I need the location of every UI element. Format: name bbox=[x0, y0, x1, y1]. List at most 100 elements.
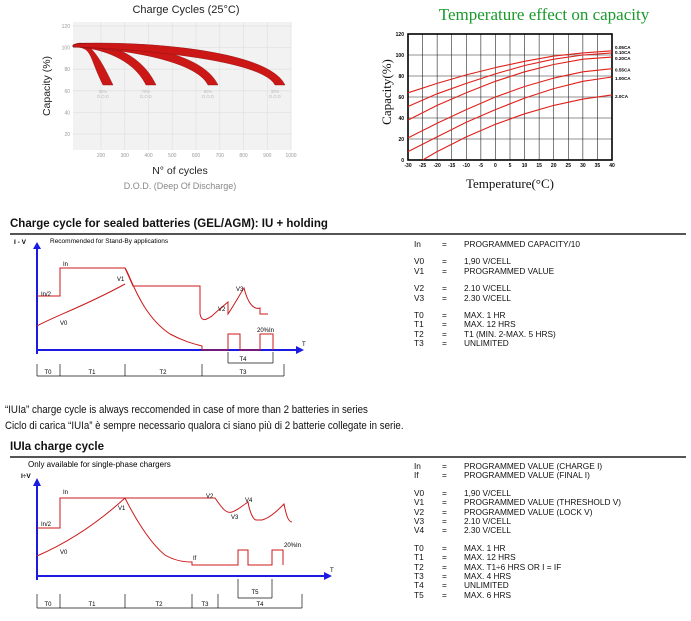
s1-period-t2: T2 bbox=[159, 370, 167, 376]
s2-current-curve bbox=[37, 497, 284, 566]
definition-key: T1 bbox=[414, 552, 424, 563]
definition-value: PROGRAMMED CAPACITY/10 bbox=[464, 239, 581, 249]
cc-ytick-label: 20 bbox=[64, 132, 70, 138]
section1-title: Charge cycle for sealed batteries (GEL/A… bbox=[10, 218, 686, 235]
definition-equals: = bbox=[442, 338, 447, 349]
definition-row: V3 = 2.10 V/CELL bbox=[414, 516, 621, 526]
definition-value: MAX. 4 HRS bbox=[464, 571, 512, 582]
note-italian: Ciclo di carica “IUIa” è sempre necessar… bbox=[5, 420, 404, 432]
definition-row: V2 = 2.10 V/CELL bbox=[414, 283, 580, 294]
definition-row: T3 = MAX. 4 HRS bbox=[414, 571, 621, 582]
definition-row: T2 = MAX. T1÷6 HRS OR I = IF bbox=[414, 561, 621, 572]
s1-period-t3: T3 bbox=[239, 370, 247, 376]
s1-label-v2: V2 bbox=[218, 307, 226, 313]
cc-ytick-label: 60 bbox=[64, 89, 70, 95]
definition-key: T2 bbox=[414, 328, 424, 339]
tc-ytick-label: 120 bbox=[396, 32, 405, 38]
definition-value: PROGRAMMED VALUE (FINAL I) bbox=[464, 470, 590, 481]
s1-subtitle: Recommended for Stand-By applications bbox=[50, 238, 169, 245]
tc-ytick-label: 100 bbox=[396, 53, 405, 59]
definition-value: 1,90 V/CELL bbox=[464, 256, 512, 267]
s2-label-v2: V2 bbox=[206, 494, 214, 500]
cc-ytick-label: 40 bbox=[64, 110, 70, 116]
definition-key: T1 bbox=[414, 319, 424, 330]
tc-xtick-label: -15 bbox=[448, 163, 455, 169]
tc-xtick-label: 15 bbox=[536, 163, 542, 169]
definition-equals: = bbox=[442, 589, 447, 600]
temperature-chart: Temperature effect on capacity Capacity(… bbox=[379, 5, 650, 191]
definition-row: V1 = PROGRAMMED VALUE bbox=[414, 265, 580, 276]
tc-xtick-label: -5 bbox=[479, 163, 484, 169]
definition-value: PROGRAMMED VALUE bbox=[464, 265, 555, 276]
definition-equals: = bbox=[442, 292, 447, 303]
definition-key: T2 bbox=[414, 561, 424, 572]
charge-cycles-plot-bg bbox=[73, 22, 291, 150]
s1-period-t4: T4 bbox=[239, 357, 247, 363]
definition-row: V0 = 1,90 V/CELL bbox=[414, 256, 580, 267]
definition-row: V4 = 2.30 V/CELL bbox=[414, 525, 621, 536]
definition-value: MAX. 6 HRS bbox=[464, 589, 512, 600]
s2-label-v3: V3 bbox=[231, 515, 239, 521]
cc-band-dod: D.O.D bbox=[202, 94, 214, 99]
definition-equals: = bbox=[442, 256, 447, 267]
definition-equals: = bbox=[442, 310, 447, 321]
s1-voltage-curve bbox=[36, 283, 126, 327]
cc-xtick-label: 300 bbox=[121, 153, 130, 159]
definition-equals: = bbox=[442, 571, 447, 582]
tc-ytick-label: 20 bbox=[398, 137, 404, 143]
definition-value: T1 (MIN. 2-MAX. 5 HRS) bbox=[464, 328, 556, 339]
definition-equals: = bbox=[442, 328, 447, 339]
tc-xtick-label: -20 bbox=[434, 163, 441, 169]
s2-label-v4: V4 bbox=[245, 498, 253, 504]
section2-definitions: In = PROGRAMMED VALUE (CHARGE I) If = PROGRAM… bbox=[414, 461, 621, 600]
tc-xtick-label: -25 bbox=[419, 163, 426, 169]
tc-xtick-label: 30 bbox=[580, 163, 586, 169]
definition-value: 1,90 V/CELL bbox=[464, 487, 512, 498]
cc-band-dod: D.O.D bbox=[269, 94, 281, 99]
definition-value: MAX. T1÷6 HRS OR I = IF bbox=[464, 561, 562, 572]
s2-label-if: If bbox=[193, 556, 197, 562]
charge-cycles-title: Charge Cycles (25°C) bbox=[132, 4, 239, 16]
cc-band-4 bbox=[72, 42, 286, 86]
cc-ytick-label: 80 bbox=[64, 67, 70, 73]
tc-series-label: 2.0CA bbox=[615, 94, 629, 99]
section1-definitions: In = PROGRAMMED CAPACITY/10 V0 = 1,90 V/CELL V… bbox=[414, 239, 581, 349]
definition-key: T3 bbox=[414, 571, 424, 582]
definition-row: V2 = PROGRAMMED VALUE (LOCK V) bbox=[414, 507, 621, 517]
s1-label-v0: V0 bbox=[60, 321, 68, 327]
s1-label-v1: V1 bbox=[117, 277, 125, 283]
s2-y-arrow bbox=[33, 478, 41, 486]
definition-value: MAX. 1 HR bbox=[464, 542, 506, 553]
definition-equals: = bbox=[442, 283, 447, 294]
cc-xtick-label: 500 bbox=[168, 153, 177, 159]
s2-axis-y: I÷V bbox=[21, 473, 31, 480]
definition-equals: = bbox=[442, 542, 447, 553]
cc-xtick-label: 700 bbox=[216, 153, 225, 159]
section2-title: IUIa charge cycle bbox=[10, 441, 686, 458]
s2-label-pct: 20%In bbox=[284, 543, 301, 549]
tc-xtick-label: -10 bbox=[463, 163, 470, 169]
temperature-chart-title: Temperature effect on capacity bbox=[439, 5, 650, 24]
charge-cycles-xlabel: N° of cycles bbox=[152, 165, 208, 177]
cc-xtick-label: 600 bbox=[192, 153, 201, 159]
definition-key: T0 bbox=[414, 310, 424, 321]
s2-label-t: T bbox=[330, 568, 334, 574]
s2-subtitle: Only available for single-phase chargers bbox=[28, 460, 171, 469]
tc-xtick-label: 20 bbox=[551, 163, 557, 169]
definition-key: In bbox=[414, 239, 421, 249]
s2-label-in2: In/2 bbox=[41, 522, 52, 528]
cc-band-pct: 75% bbox=[142, 89, 151, 94]
definition-value: 2.30 V/CELL bbox=[464, 525, 512, 536]
definition-equals: = bbox=[442, 265, 447, 276]
definition-value: MAX. 12 HRS bbox=[464, 319, 516, 330]
definition-key: V3 bbox=[414, 292, 425, 303]
cc-band-dod: D.O.D bbox=[97, 94, 109, 99]
tc-series-line bbox=[407, 56, 613, 121]
tc-xtick-label: 0 bbox=[494, 163, 497, 169]
cc-ytick-label: 120 bbox=[62, 24, 71, 30]
tc-xtick-label: 35 bbox=[595, 163, 601, 169]
definition-value: 2.10 V/CELL bbox=[464, 283, 512, 294]
definition-row: T0 = MAX. 1 HR bbox=[414, 542, 621, 553]
definition-row: In = PROGRAMMED CAPACITY/10 bbox=[414, 239, 581, 249]
tc-ytick-label: 80 bbox=[398, 74, 404, 80]
